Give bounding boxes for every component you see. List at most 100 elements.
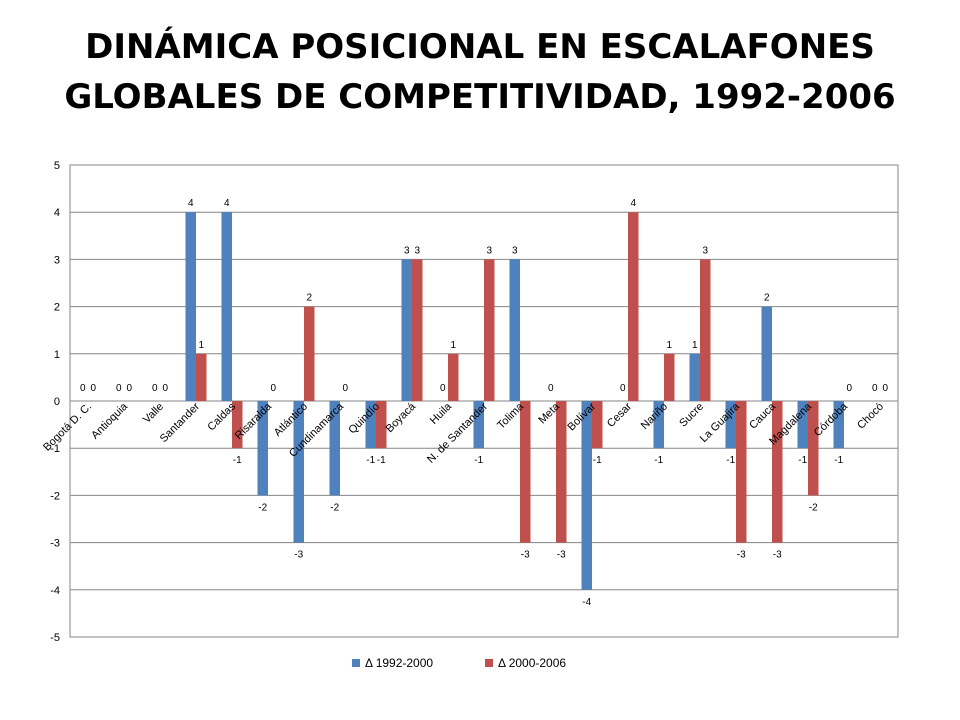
legend: Δ 1992-2000 Δ 2000-2006 xyxy=(352,656,566,670)
data-label: 0 xyxy=(90,383,96,394)
bar-series-1 xyxy=(473,401,484,449)
bar-series-2 xyxy=(304,306,315,401)
data-label: -2 xyxy=(258,502,267,513)
data-label: 0 xyxy=(270,383,276,394)
bar-series-1 xyxy=(581,401,592,590)
data-label: 1 xyxy=(198,340,204,351)
data-label: 3 xyxy=(702,245,708,256)
bar-series-1 xyxy=(797,401,808,449)
data-label: 0 xyxy=(152,383,158,394)
y-tick-label: -4 xyxy=(50,585,60,597)
y-tick-label: -2 xyxy=(50,490,60,502)
y-tick-label: -5 xyxy=(50,632,60,644)
data-label: 1 xyxy=(666,340,672,351)
data-label: -3 xyxy=(773,550,782,561)
data-label: 4 xyxy=(630,198,636,209)
legend-swatch xyxy=(352,659,360,667)
x-tick-label: Boyacá xyxy=(384,400,419,435)
bar-series-1 xyxy=(401,259,412,401)
y-tick-label: 4 xyxy=(54,207,60,219)
legend-label: Δ 2000-2006 xyxy=(498,656,566,670)
bar-series-2 xyxy=(700,259,711,401)
data-label: -2 xyxy=(330,502,339,513)
y-tick-label: 3 xyxy=(54,254,60,266)
data-label: -1 xyxy=(726,455,735,466)
x-tick-label: Valle xyxy=(141,401,166,426)
chart-title-line-2: GLOBALES DE COMPETITIVIDAD, 1992-2006 xyxy=(64,77,896,117)
bar-series-2 xyxy=(484,259,495,401)
x-tick-label: Chocó xyxy=(855,401,886,432)
bar-series-2 xyxy=(556,401,567,543)
bar-series-1 xyxy=(725,401,736,449)
bar-series-2 xyxy=(412,259,423,401)
bar-series-1 xyxy=(293,401,304,543)
data-label: 4 xyxy=(188,198,194,209)
data-label: 0 xyxy=(846,383,852,394)
x-tick-label: Sucre xyxy=(677,401,706,430)
data-label: -2 xyxy=(809,502,818,513)
data-label: -3 xyxy=(737,550,746,561)
data-label: -1 xyxy=(233,455,242,466)
bar-series-1 xyxy=(185,212,196,401)
bar-series-2 xyxy=(448,353,459,401)
data-label: 2 xyxy=(306,293,312,304)
data-label: -1 xyxy=(474,455,483,466)
data-label: 0 xyxy=(882,383,888,394)
y-tick-label: 2 xyxy=(54,302,60,314)
x-tick-label: Santander xyxy=(158,400,203,445)
x-tick-label: Antioquia xyxy=(89,400,131,442)
data-label: 3 xyxy=(414,245,420,256)
data-labels: 0 0 04 4-2-3-2-130-130-40-11-12-1 -100 0 01-10… xyxy=(80,198,889,608)
data-label: 1 xyxy=(450,340,456,351)
data-label: 0 xyxy=(342,383,348,394)
y-tick-label: 0 xyxy=(54,396,60,408)
data-label: -1 xyxy=(377,455,386,466)
bar-series-1 xyxy=(257,401,268,496)
data-label: 3 xyxy=(404,245,410,256)
legend-swatch xyxy=(485,659,493,667)
data-label: 0 xyxy=(80,383,86,394)
bar-series-2 xyxy=(808,401,819,496)
y-tick-label: 1 xyxy=(54,349,60,361)
chart-title-line-1: DINÁMICA POSICIONAL EN ESCALAFONES xyxy=(85,27,875,67)
bar-series-2 xyxy=(520,401,531,543)
bar-series-1 xyxy=(365,401,376,449)
data-label: 0 xyxy=(620,383,626,394)
data-label: -1 xyxy=(654,455,663,466)
bar-series-2 xyxy=(592,401,603,449)
y-tick-label: -1 xyxy=(50,443,60,455)
bar-series-1 xyxy=(509,259,520,401)
data-label: 0 xyxy=(116,383,122,394)
data-label: 0 xyxy=(548,383,554,394)
data-label: -4 xyxy=(582,597,591,608)
bar-series-1 xyxy=(329,401,340,496)
data-label: 0 xyxy=(126,383,132,394)
bar-series-1 xyxy=(833,401,844,449)
bar-series-1 xyxy=(761,306,772,401)
bar-series-2 xyxy=(628,212,639,401)
y-tick-label: 5 xyxy=(54,160,60,172)
data-label: 1 xyxy=(692,340,698,351)
bar-series-2 xyxy=(196,353,207,401)
data-label: -1 xyxy=(366,455,375,466)
data-label: -3 xyxy=(294,550,303,561)
bar-series-2 xyxy=(664,353,675,401)
data-label: 0 xyxy=(872,383,878,394)
data-label: -1 xyxy=(798,455,807,466)
data-label: 4 xyxy=(224,198,230,209)
x-tick-label: Bogotá D. C. xyxy=(41,401,94,454)
data-label: -3 xyxy=(521,550,530,561)
data-label: -1 xyxy=(834,455,843,466)
data-label: 0 xyxy=(440,383,446,394)
bar-series-1 xyxy=(221,212,232,401)
bar-series-1 xyxy=(653,401,664,449)
bar-series-2 xyxy=(376,401,387,449)
bar-series-2 xyxy=(232,401,243,449)
data-label: -1 xyxy=(593,455,602,466)
bar-series-2 xyxy=(736,401,747,543)
axes: -5 -4 -3 -2 -1 0 1 2 3 4 5 Bogotá D. C.Antioquia Val… xyxy=(41,160,886,644)
data-label: -3 xyxy=(557,550,566,561)
